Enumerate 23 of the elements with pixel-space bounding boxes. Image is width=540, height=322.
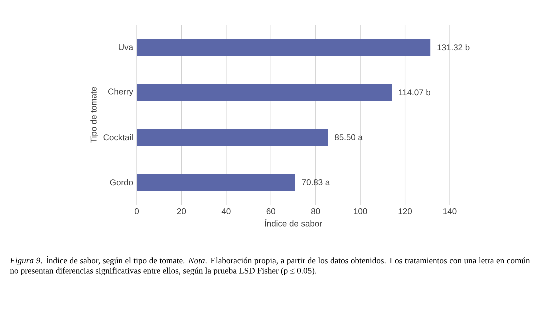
bar	[137, 174, 296, 191]
x-tick-label: 0	[134, 208, 140, 215]
y-tick-label: Gordo	[110, 179, 134, 186]
x-tick-label: 80	[312, 208, 320, 215]
data-label: 131.32 b	[438, 44, 470, 51]
bar	[137, 39, 431, 56]
x-tick-label: 140	[444, 208, 457, 215]
data-label: 114.07 b	[399, 89, 431, 96]
x-tick-label: 100	[354, 208, 368, 215]
bar	[137, 129, 328, 146]
x-tick-label: 40	[222, 208, 231, 215]
data-label: 85.50 a	[335, 134, 363, 140]
y-tick-label: Cocktail	[104, 134, 133, 141]
data-label: 70.83 a	[302, 180, 330, 186]
x-tick-label: 120	[398, 208, 412, 215]
y-tick-label: Cherry	[108, 88, 134, 96]
x-tick-label: 60	[266, 208, 276, 215]
x-tick-label: 20	[177, 208, 186, 215]
x-axis-title: Índice de sabor	[265, 219, 322, 227]
bar	[137, 84, 392, 102]
y-tick-label: Uva	[119, 44, 134, 50]
text: Figura 9. Índice de sabor, según el tipo de tomate. Nota. Elaboración propia, a partir de los datos obtenidos. Los tratamientos con una letra en común no presentan diferencias significativas entre ellos, según la prueba LSD Fisher (p ≤ 0.05).	[10, 256, 530, 276]
y-axis-title: Tipo de tomate	[90, 87, 99, 143]
